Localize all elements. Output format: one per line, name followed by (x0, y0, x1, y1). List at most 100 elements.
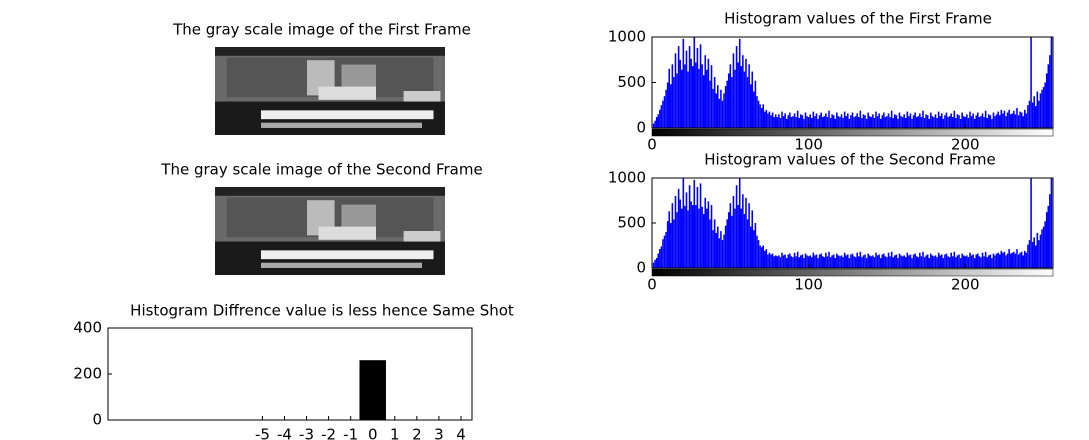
bar (697, 187, 699, 268)
bar (737, 205, 739, 268)
bar (943, 119, 945, 128)
bar (676, 73, 678, 128)
bar (654, 121, 656, 128)
bar (855, 116, 857, 128)
bar (856, 253, 858, 268)
bar (924, 118, 926, 128)
y-tick-label: 1000 (608, 28, 646, 46)
bar (892, 257, 894, 268)
bar (1027, 245, 1029, 268)
bar (849, 258, 851, 268)
y-tick-label: 1000 (608, 169, 646, 187)
bar (695, 205, 697, 268)
colorbar (652, 269, 1053, 276)
bar (850, 115, 852, 128)
bar (949, 116, 951, 128)
bar (661, 246, 663, 268)
bar (795, 117, 797, 128)
bar (897, 119, 899, 128)
bar (753, 230, 755, 268)
bar (668, 69, 670, 128)
bar (1001, 110, 1003, 128)
gray-image (215, 47, 445, 135)
bar (936, 257, 938, 268)
bar (1022, 255, 1024, 268)
bar (950, 253, 952, 268)
bar (1011, 113, 1013, 128)
bar (885, 117, 887, 128)
bar (1011, 253, 1013, 268)
bar (758, 101, 760, 128)
bar (744, 72, 746, 128)
bar (836, 254, 838, 268)
bar (844, 112, 846, 128)
bar (990, 255, 992, 269)
bar (701, 207, 703, 268)
bar (858, 256, 860, 268)
bar (820, 113, 822, 128)
bar (1048, 206, 1050, 268)
bar (814, 116, 816, 128)
bar (899, 113, 901, 128)
bar (1044, 83, 1046, 129)
bar (679, 200, 681, 268)
bar (758, 240, 760, 268)
bar (753, 92, 755, 128)
bar (982, 113, 984, 128)
bar (806, 116, 808, 128)
bar (684, 206, 686, 268)
bar (701, 64, 703, 128)
bar (1018, 255, 1020, 269)
bar (802, 255, 804, 269)
bar (794, 113, 796, 128)
bar (690, 201, 692, 268)
bar (692, 205, 694, 268)
bar (750, 227, 752, 268)
bar (844, 253, 846, 268)
bar (833, 255, 835, 269)
bar (1029, 240, 1031, 268)
bar (1018, 115, 1020, 128)
bar (996, 114, 998, 128)
bar (969, 112, 971, 128)
x-tick-label: -3 (299, 426, 314, 440)
bar (739, 39, 741, 128)
y-tick-label: 0 (92, 411, 102, 429)
bar (715, 93, 717, 128)
bar (747, 219, 749, 268)
bar (922, 252, 924, 268)
bar (657, 114, 659, 128)
bar (856, 113, 858, 128)
bar (700, 44, 702, 128)
bar (1007, 113, 1009, 128)
bar (864, 255, 866, 269)
gray-image (215, 187, 445, 275)
bar (955, 257, 957, 268)
bar (988, 255, 990, 268)
bar (751, 72, 753, 128)
bar (988, 114, 990, 128)
bar (853, 256, 855, 268)
bar (764, 112, 766, 128)
bar (881, 115, 883, 128)
bar (950, 113, 952, 128)
bar (816, 113, 818, 128)
bar (786, 119, 788, 128)
bar (831, 114, 833, 128)
bar (759, 246, 761, 269)
bar (820, 254, 822, 268)
bar (670, 223, 672, 268)
image-ticker-line (261, 123, 422, 128)
bar (708, 201, 710, 268)
bar (902, 256, 904, 268)
bar (709, 81, 711, 128)
bar (986, 257, 988, 268)
bar (698, 209, 700, 268)
bar (845, 255, 847, 268)
bar (756, 96, 758, 128)
bar (947, 256, 949, 268)
bar (1002, 113, 1004, 128)
bar (728, 212, 730, 268)
bar (795, 256, 797, 268)
bar (883, 113, 885, 128)
